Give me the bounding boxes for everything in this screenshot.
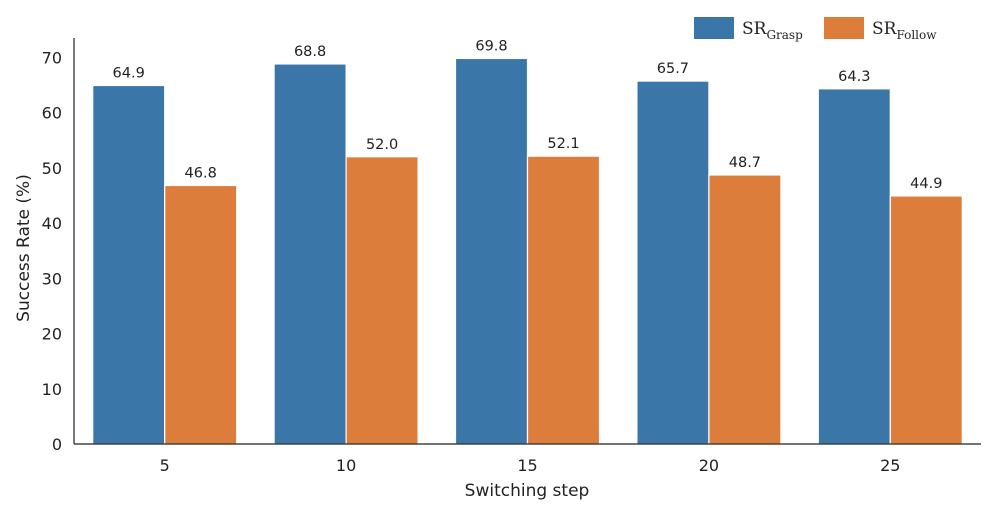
x-tick-label-20: 20 <box>699 456 719 475</box>
y-tick-label-10: 10 <box>42 380 62 399</box>
bar-sr-grasp-15 <box>454 57 529 445</box>
bar-sr-grasp-25 <box>817 88 891 445</box>
value-label-sr-follow-20: 48.7 <box>729 155 761 171</box>
value-label-sr-grasp-25: 64.3 <box>838 69 870 85</box>
y-tick-label-20: 20 <box>42 325 62 344</box>
y-axis-label: Success Rate (%) <box>14 174 34 322</box>
bars-layer <box>92 57 963 445</box>
y-tick-label-60: 60 <box>42 104 62 123</box>
legend: SRGrasp SRFollow <box>694 17 937 42</box>
legend-label-sr-follow: SRFollow <box>872 19 937 42</box>
bar-sr-follow-10 <box>345 156 419 445</box>
bar-sr-follow-25 <box>889 195 963 445</box>
y-tick-label-70: 70 <box>42 48 62 67</box>
value-label-sr-grasp-15: 69.8 <box>475 38 507 54</box>
value-label-sr-follow-10: 52.0 <box>366 137 398 153</box>
x-tick-label-25: 25 <box>880 456 900 475</box>
value-label-sr-grasp-20: 65.7 <box>657 61 689 77</box>
bar-sr-follow-15 <box>526 155 601 445</box>
x-tick-label-15: 15 <box>517 456 537 475</box>
value-label-sr-grasp-5: 64.9 <box>113 66 145 82</box>
x-tick-label-5: 5 <box>160 456 170 475</box>
x-axis-label: Switching step <box>465 481 590 501</box>
y-tick-label-40: 40 <box>42 214 62 233</box>
x-tick-label-10: 10 <box>336 456 356 475</box>
axes-layer: 0 10 20 30 40 50 60 70 5 10 15 20 25 <box>42 38 981 475</box>
legend-label-sr-grasp: SRGrasp <box>742 19 803 42</box>
bar-sr-grasp-5 <box>92 84 166 445</box>
value-label-sr-follow-15: 52.1 <box>547 136 579 152</box>
bar-sr-follow-20 <box>708 174 782 445</box>
value-label-sr-grasp-10: 68.8 <box>294 44 326 60</box>
bar-sr-grasp-10 <box>273 63 347 445</box>
y-tick-label-0: 0 <box>52 435 62 454</box>
y-tick-label-50: 50 <box>42 159 62 178</box>
legend-swatch-sr-grasp <box>694 17 734 39</box>
bar-sr-grasp-20 <box>636 80 710 445</box>
bar-sr-follow-5 <box>164 184 238 445</box>
legend-swatch-sr-follow <box>824 17 864 39</box>
value-label-sr-follow-5: 46.8 <box>185 165 217 181</box>
value-label-sr-follow-25: 44.9 <box>910 176 942 192</box>
data-labels-layer: 64.9 68.8 69.8 65.7 64.3 46.8 52.0 52.1 48.7 44.9 <box>113 38 943 192</box>
y-tick-label-30: 30 <box>42 269 62 288</box>
